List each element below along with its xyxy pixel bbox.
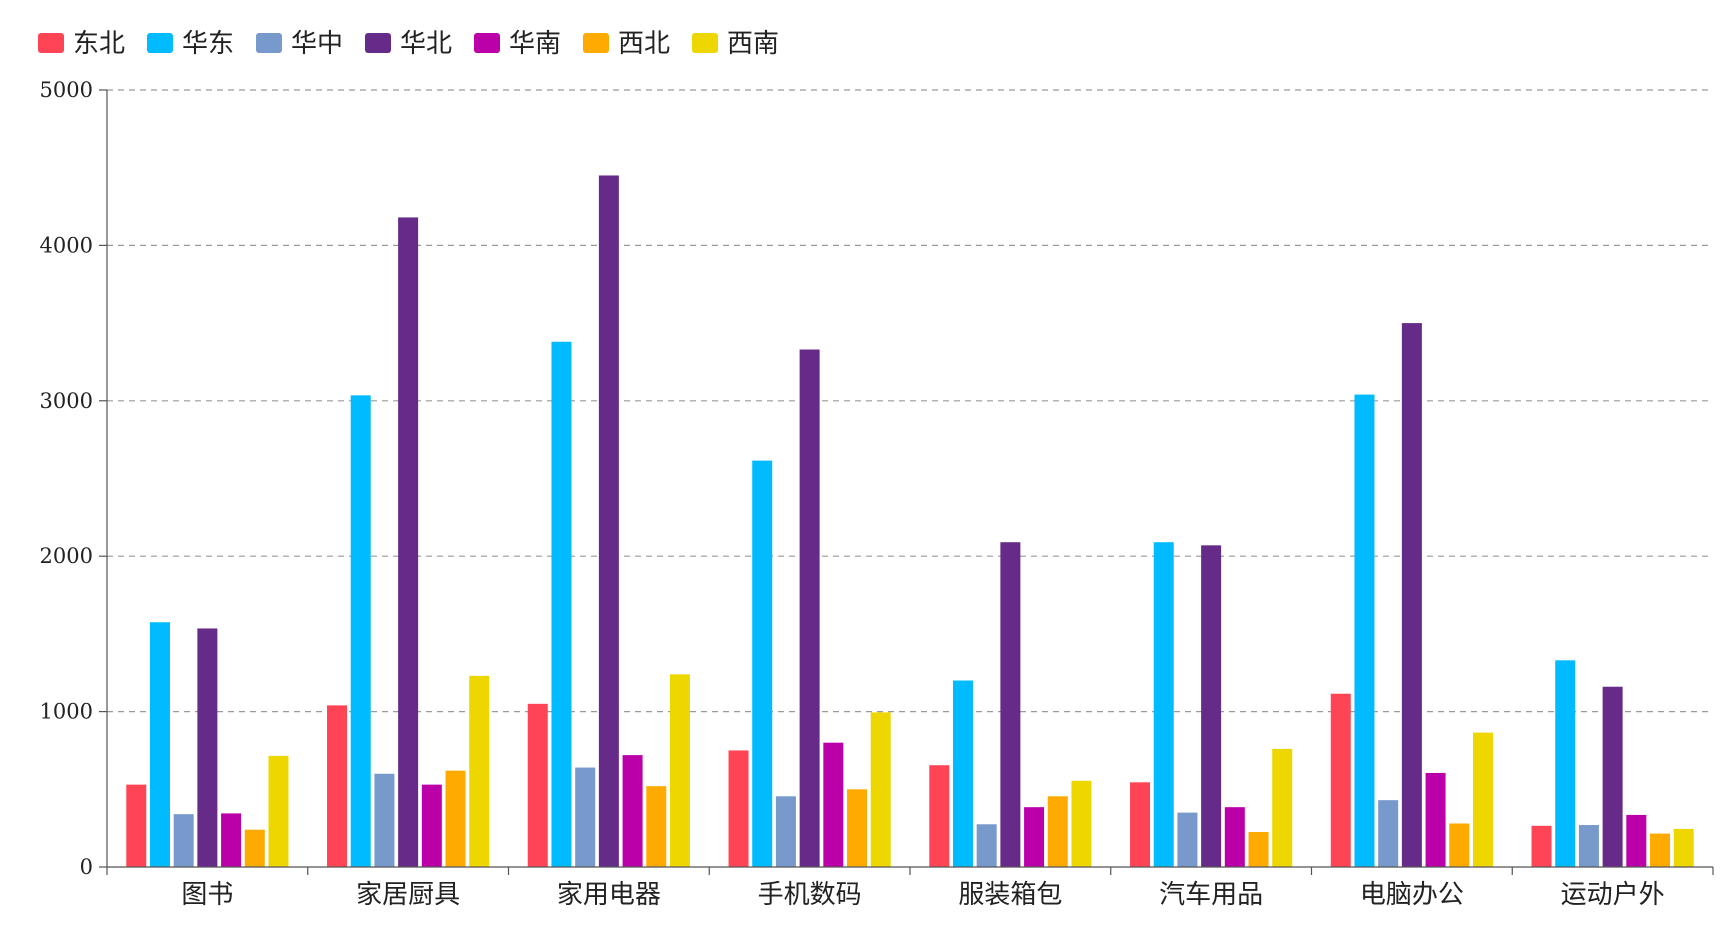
- bar: [1673, 828, 1694, 867]
- bar: [398, 217, 419, 868]
- bar: [1401, 323, 1422, 868]
- bar: [1650, 833, 1671, 867]
- legend-label: 华东: [182, 29, 234, 59]
- bars: [126, 175, 1694, 868]
- legend-label: 西北: [618, 29, 670, 59]
- bar: [752, 460, 773, 867]
- bar: [646, 786, 667, 867]
- bar: [221, 813, 242, 867]
- legend: 东北 华东 华中 华北 华南 西北 西南: [38, 29, 779, 59]
- bar: [551, 341, 572, 867]
- bar: [598, 175, 619, 868]
- y-tick-label: 3000: [40, 389, 93, 413]
- bar: [622, 755, 643, 867]
- legend-swatch: [583, 33, 609, 53]
- bar: [1472, 732, 1493, 867]
- bar: [173, 814, 194, 867]
- bar: [1626, 814, 1647, 867]
- bar: [469, 675, 490, 867]
- bar: [268, 755, 289, 867]
- legend-swatch: [474, 33, 500, 53]
- bar: [1153, 542, 1174, 867]
- bar: [1378, 800, 1399, 867]
- bar: [799, 349, 820, 867]
- bar: [1330, 693, 1351, 867]
- x-tick-label: 家用电器: [557, 880, 661, 910]
- bar: [1578, 825, 1599, 867]
- bar: [1248, 832, 1269, 867]
- x-tick-label: 家居厨具: [356, 880, 460, 910]
- legend-label: 华中: [291, 29, 343, 59]
- legend-label: 华南: [509, 29, 561, 59]
- bar: [870, 712, 891, 867]
- bar: [1555, 660, 1576, 867]
- bar: [1024, 807, 1045, 867]
- y-tick-label: 2000: [40, 544, 93, 568]
- y-tick-label: 0: [80, 855, 93, 879]
- legend-label: 东北: [73, 29, 125, 59]
- legend-swatch: [147, 33, 173, 53]
- bar: [445, 770, 466, 867]
- bar: [374, 773, 395, 867]
- bar: [126, 784, 147, 867]
- bar: [244, 829, 265, 867]
- bar: [197, 628, 218, 867]
- x-tick-label: 运动户外: [1561, 880, 1665, 910]
- bar: [847, 789, 868, 867]
- bar: [1201, 545, 1222, 867]
- bar: [823, 742, 844, 867]
- bar: [1449, 823, 1470, 867]
- bar: [775, 796, 796, 867]
- bar: [1177, 812, 1198, 867]
- bar: [1224, 807, 1245, 867]
- bar: [327, 705, 348, 867]
- x-tick-label: 电脑办公: [1360, 880, 1464, 910]
- bar: [952, 680, 973, 867]
- x-tick-label: 服装箱包: [958, 880, 1062, 910]
- axes: [99, 89, 1714, 875]
- bar: [1130, 782, 1151, 867]
- bar: [1602, 686, 1623, 867]
- legend-swatch: [365, 33, 391, 53]
- y-tick-label: 5000: [40, 78, 93, 102]
- bar: [976, 824, 997, 867]
- tick-labels: 0 1000 2000 3000 4000 5000 图书 家居厨具 家用电器 手机数码 服装箱包 汽…: [40, 78, 1665, 910]
- legend-swatch: [256, 33, 282, 53]
- bar: [1531, 825, 1552, 867]
- legend-label: 西南: [727, 29, 779, 59]
- x-tick-label: 图书: [181, 880, 233, 910]
- bar: [149, 622, 170, 867]
- gridlines: [107, 89, 1713, 713]
- bar: [669, 674, 690, 867]
- bar: [1071, 780, 1092, 867]
- y-tick-label: 4000: [40, 233, 93, 257]
- bar: [527, 703, 548, 867]
- legend-swatch: [692, 33, 718, 53]
- bar: [575, 767, 596, 867]
- bar: [1272, 748, 1293, 867]
- bar: [1354, 394, 1375, 867]
- bar: [929, 765, 950, 867]
- legend-label: 华北: [400, 29, 452, 59]
- bar: [728, 750, 749, 867]
- legend-swatch: [38, 33, 64, 53]
- bar: [421, 784, 442, 867]
- bar: [350, 395, 371, 867]
- bar: [1000, 542, 1021, 867]
- y-tick-label: 1000: [40, 700, 93, 724]
- x-tick-label: 汽车用品: [1159, 880, 1263, 910]
- bar: [1425, 772, 1446, 867]
- bar: [1047, 796, 1068, 867]
- x-tick-label: 手机数码: [758, 880, 862, 910]
